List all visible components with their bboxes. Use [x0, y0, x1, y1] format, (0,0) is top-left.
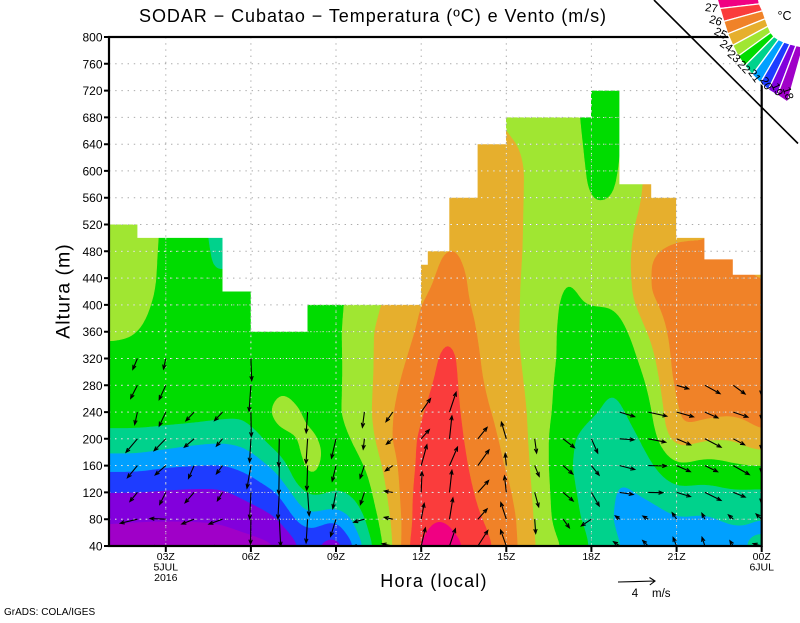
- svg-text:m/s: m/s: [652, 588, 671, 600]
- svg-text:GrADS: COLA/IGES: GrADS: COLA/IGES: [4, 607, 95, 618]
- svg-text:09Z: 09Z: [327, 551, 346, 563]
- svg-text:200: 200: [82, 432, 102, 446]
- svg-text:160: 160: [82, 459, 102, 473]
- svg-text:4: 4: [632, 588, 639, 600]
- svg-text:40: 40: [89, 540, 103, 554]
- svg-text:03Z: 03Z: [157, 551, 176, 563]
- svg-text:21Z: 21Z: [668, 551, 687, 563]
- svg-text:25: 25: [712, 26, 729, 42]
- svg-text:06Z: 06Z: [242, 551, 261, 563]
- svg-text:440: 440: [82, 272, 102, 286]
- svg-text:00Z: 00Z: [753, 551, 772, 563]
- svg-text:5JUL: 5JUL: [154, 562, 179, 574]
- svg-text:2016: 2016: [154, 572, 178, 584]
- svg-text:6JUL: 6JUL: [749, 562, 774, 574]
- svg-text:Altura (m): Altura (m): [53, 243, 75, 339]
- svg-text:Hora (local): Hora (local): [380, 571, 487, 591]
- svg-text:12Z: 12Z: [412, 551, 431, 563]
- svg-text:400: 400: [82, 298, 102, 312]
- svg-text:520: 520: [82, 218, 102, 232]
- svg-text:560: 560: [82, 191, 102, 205]
- svg-text:19: 19: [768, 81, 784, 98]
- svg-text:20: 20: [757, 75, 774, 92]
- svg-text:240: 240: [82, 406, 102, 420]
- svg-text:720: 720: [82, 84, 102, 98]
- svg-text:280: 280: [82, 379, 102, 393]
- svg-text:18Z: 18Z: [582, 551, 601, 563]
- svg-text:120: 120: [82, 486, 102, 500]
- svg-text:18: 18: [780, 86, 795, 102]
- svg-text:320: 320: [82, 352, 102, 366]
- svg-text:640: 640: [82, 138, 102, 152]
- svg-text:°C: °C: [777, 9, 791, 23]
- svg-text:360: 360: [82, 325, 102, 339]
- svg-text:SODAR − Cubatao − Temperatura: SODAR − Cubatao − Temperatura (ºC) e Ven…: [139, 6, 607, 26]
- svg-text:480: 480: [82, 245, 102, 259]
- svg-text:760: 760: [82, 57, 102, 71]
- svg-text:15Z: 15Z: [497, 551, 516, 563]
- svg-text:80: 80: [89, 513, 103, 527]
- svg-text:800: 800: [82, 31, 102, 45]
- svg-text:26: 26: [708, 14, 724, 29]
- svg-text:680: 680: [82, 111, 102, 125]
- svg-text:27: 27: [704, 2, 718, 16]
- svg-text:600: 600: [82, 164, 102, 178]
